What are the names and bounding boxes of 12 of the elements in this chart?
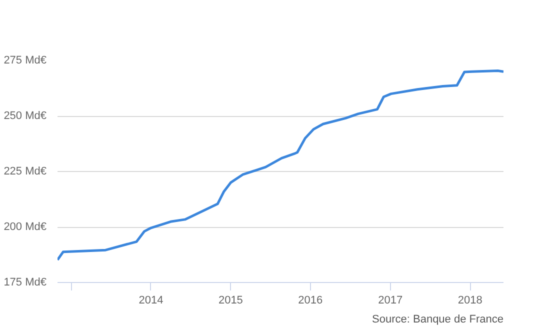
y-tick-label: 200 Md€ xyxy=(4,221,47,233)
x-tick-label: 2017 xyxy=(378,294,403,306)
x-tick-label: 2016 xyxy=(298,294,323,306)
y-tick-label: 250 Md€ xyxy=(4,110,47,122)
y-tick-label: 175 Md€ xyxy=(4,276,47,288)
x-tick-label: 2014 xyxy=(138,294,164,306)
x-tick-label: 2018 xyxy=(458,294,482,306)
y-tick-label: 275 Md€ xyxy=(4,54,47,66)
line-series xyxy=(58,69,504,262)
source-note: Source: Banque de France xyxy=(372,314,504,326)
y-tick-label: 225 Md€ xyxy=(4,166,47,178)
x-tick-label: 2015 xyxy=(218,294,243,306)
